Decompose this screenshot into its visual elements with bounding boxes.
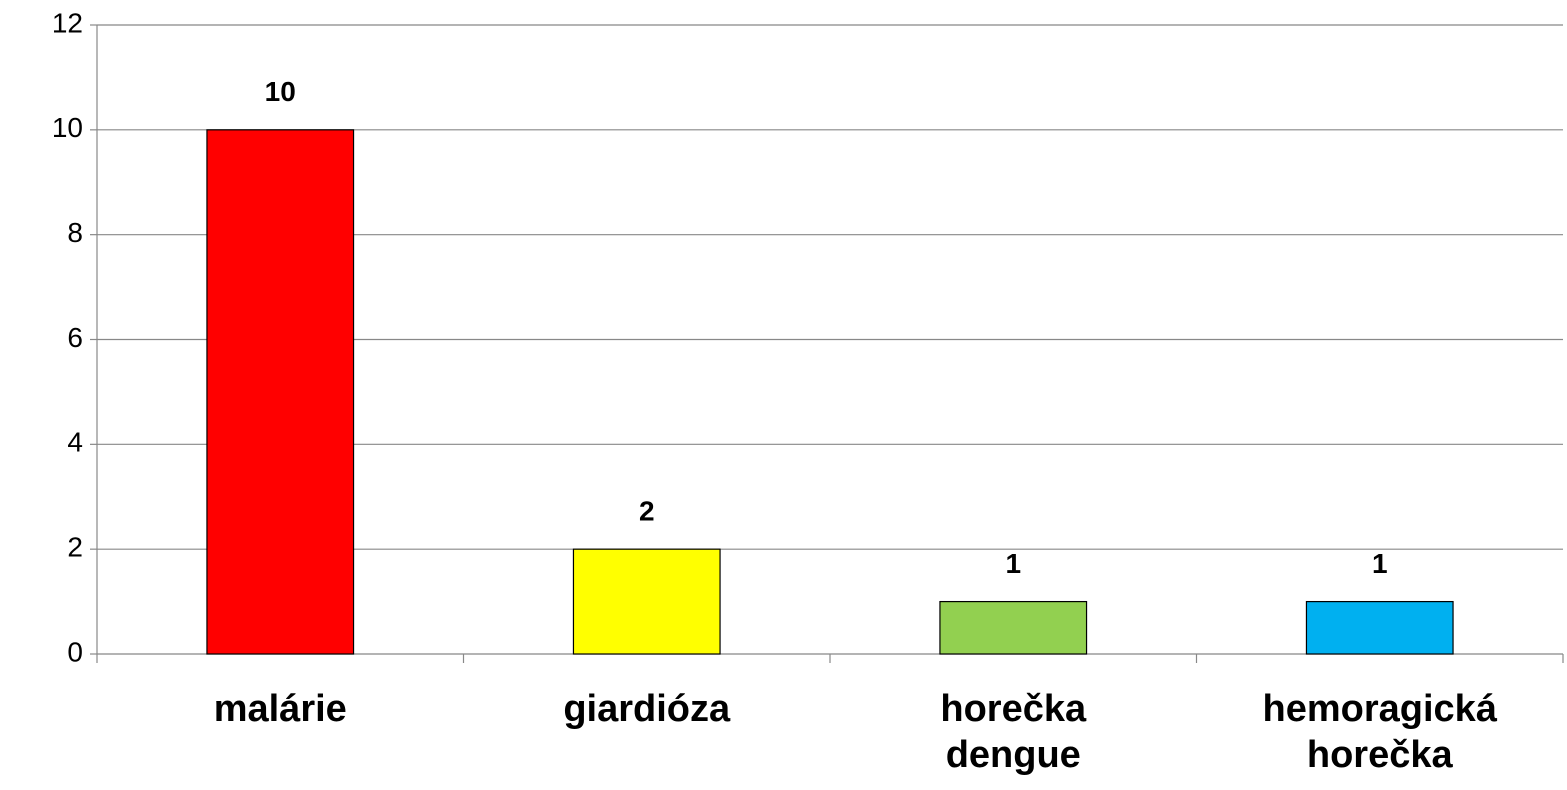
x-tick-label: giardióza: [563, 688, 731, 730]
x-tick-label: hemoragická horečka: [1262, 688, 1497, 776]
bar: [1305, 600, 1454, 655]
bar: [939, 600, 1088, 655]
data-label: 1: [1005, 548, 1021, 579]
y-tick-label: 6: [67, 322, 83, 353]
data-label: 10: [265, 76, 296, 107]
y-tick-label: 2: [67, 532, 83, 563]
bar: [572, 548, 721, 655]
y-tick-label: 10: [52, 112, 83, 143]
y-tick-label: 12: [52, 7, 83, 38]
x-tick-label: horečka dengue: [940, 688, 1087, 776]
data-label: 2: [639, 496, 655, 527]
y-tick-label: 4: [67, 427, 83, 458]
bar: [206, 129, 355, 655]
y-tick-label: 0: [67, 636, 83, 667]
x-tick-label: malárie: [213, 688, 347, 730]
data-label: 1: [1372, 548, 1388, 579]
y-tick-label: 8: [67, 217, 83, 248]
